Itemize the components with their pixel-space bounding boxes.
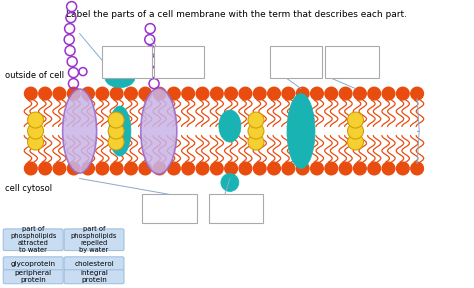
Circle shape [153,162,166,175]
FancyBboxPatch shape [64,270,124,284]
Bar [102,46,152,78]
Circle shape [268,162,281,175]
Circle shape [239,87,252,100]
Circle shape [67,87,80,100]
Circle shape [25,87,37,100]
Circle shape [396,87,409,100]
FancyBboxPatch shape [64,229,124,251]
Circle shape [339,87,352,100]
Circle shape [182,162,194,175]
Circle shape [82,162,94,175]
Circle shape [248,112,264,128]
Circle shape [96,87,109,100]
FancyBboxPatch shape [64,257,124,271]
Text: peripheral
protein: peripheral protein [15,270,52,283]
Circle shape [339,162,352,175]
Circle shape [39,87,52,100]
Circle shape [225,162,237,175]
Circle shape [53,162,66,175]
Circle shape [354,87,366,100]
Circle shape [182,87,194,100]
Circle shape [108,134,124,150]
Circle shape [27,112,44,128]
Bar [142,194,197,223]
Text: integral
protein: integral protein [80,270,108,283]
Ellipse shape [105,68,135,88]
Bar [270,46,322,78]
Circle shape [125,87,137,100]
Circle shape [210,87,223,100]
Circle shape [282,87,295,100]
Circle shape [268,87,281,100]
Circle shape [248,134,264,150]
Text: Label the parts of a cell membrane with the term that describes each part.: Label the parts of a cell membrane with … [66,10,408,19]
Circle shape [248,123,264,139]
Circle shape [167,87,180,100]
Circle shape [411,162,423,175]
Circle shape [108,123,124,139]
Bar [325,46,379,78]
Ellipse shape [109,106,131,156]
FancyBboxPatch shape [3,229,63,251]
Circle shape [325,162,337,175]
Circle shape [110,162,123,175]
Circle shape [210,162,223,175]
Circle shape [325,87,337,100]
Circle shape [39,162,52,175]
Circle shape [239,162,252,175]
Circle shape [196,162,209,175]
Circle shape [310,162,323,175]
Circle shape [296,87,309,100]
Circle shape [282,162,295,175]
Circle shape [82,87,94,100]
Circle shape [25,162,37,175]
FancyBboxPatch shape [3,270,63,284]
Circle shape [67,162,80,175]
Circle shape [196,87,209,100]
Circle shape [27,123,44,139]
Text: outside of cell: outside of cell [5,71,64,80]
Text: part of
phospholipids
repelled
by water: part of phospholipids repelled by water [71,226,117,253]
Circle shape [396,162,409,175]
Ellipse shape [221,173,239,192]
Circle shape [254,87,266,100]
Circle shape [411,87,423,100]
Bar [154,46,204,78]
Circle shape [153,87,166,100]
Circle shape [382,162,395,175]
Circle shape [27,134,44,150]
Circle shape [167,162,180,175]
Circle shape [354,162,366,175]
Circle shape [254,162,266,175]
Bar [209,194,263,223]
Circle shape [368,87,381,100]
Circle shape [310,87,323,100]
Text: cholesterol: cholesterol [74,261,114,267]
Ellipse shape [287,94,315,168]
Circle shape [296,162,309,175]
Circle shape [125,162,137,175]
Circle shape [382,87,395,100]
Circle shape [347,123,364,139]
Text: cell cytosol: cell cytosol [5,184,52,193]
Circle shape [225,87,237,100]
Text: part of
phospholipids
attracted
to water: part of phospholipids attracted to water [10,226,56,253]
Text: glycoprotein: glycoprotein [11,261,55,267]
Circle shape [139,162,152,175]
Circle shape [108,112,124,128]
Ellipse shape [63,89,97,173]
Circle shape [368,162,381,175]
Ellipse shape [219,110,241,142]
Circle shape [96,162,109,175]
FancyBboxPatch shape [3,257,63,271]
Ellipse shape [141,88,177,174]
Circle shape [347,134,364,150]
Circle shape [139,87,152,100]
Circle shape [53,87,66,100]
Circle shape [110,87,123,100]
Circle shape [347,112,364,128]
